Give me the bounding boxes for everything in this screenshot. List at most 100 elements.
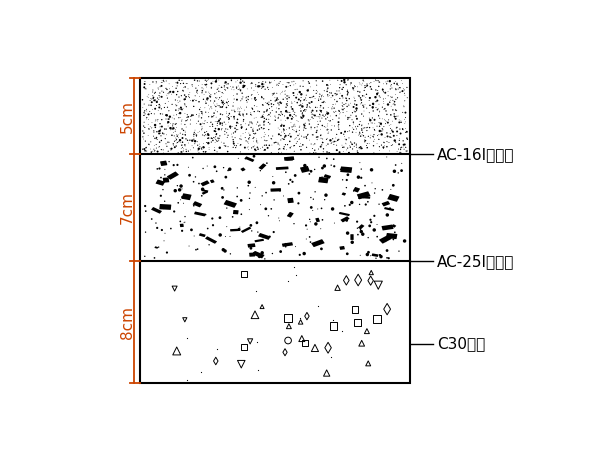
Point bbox=[292, 86, 302, 93]
Point bbox=[395, 126, 404, 133]
Point bbox=[310, 344, 320, 351]
Point bbox=[140, 147, 150, 154]
Point bbox=[206, 119, 215, 126]
Point bbox=[175, 218, 185, 225]
Point bbox=[209, 144, 219, 151]
Point bbox=[179, 200, 188, 207]
Point bbox=[398, 80, 407, 87]
Point bbox=[335, 81, 345, 88]
Point bbox=[371, 86, 381, 94]
Point bbox=[214, 126, 224, 133]
Point bbox=[265, 78, 274, 86]
Point bbox=[308, 94, 317, 101]
Point bbox=[156, 93, 166, 100]
Point bbox=[375, 108, 385, 115]
Point bbox=[182, 148, 191, 155]
Point bbox=[315, 107, 325, 114]
Point bbox=[308, 141, 318, 149]
Point bbox=[214, 85, 223, 92]
Point bbox=[325, 117, 335, 124]
Point bbox=[204, 131, 214, 139]
Point bbox=[170, 144, 179, 151]
Point bbox=[352, 218, 362, 225]
Point bbox=[190, 140, 200, 147]
Point bbox=[148, 106, 157, 113]
Point bbox=[352, 144, 361, 151]
Point bbox=[359, 92, 369, 99]
Point bbox=[337, 328, 347, 335]
Point bbox=[184, 93, 193, 100]
Point bbox=[203, 95, 212, 102]
Point bbox=[208, 137, 218, 144]
Point bbox=[389, 110, 399, 117]
FancyBboxPatch shape bbox=[271, 188, 281, 192]
Point bbox=[143, 132, 153, 139]
Point bbox=[374, 112, 383, 119]
Point bbox=[256, 134, 266, 141]
FancyBboxPatch shape bbox=[379, 235, 392, 243]
Point bbox=[186, 113, 196, 120]
Point bbox=[206, 104, 216, 111]
Point bbox=[395, 119, 404, 126]
Point bbox=[292, 94, 301, 101]
Point bbox=[313, 133, 323, 140]
Point bbox=[198, 185, 208, 193]
Point bbox=[367, 179, 377, 186]
Point bbox=[138, 127, 148, 135]
Point bbox=[274, 82, 283, 89]
Point bbox=[296, 101, 305, 108]
Point bbox=[211, 113, 221, 121]
Point bbox=[150, 122, 160, 129]
Point bbox=[322, 149, 332, 156]
FancyBboxPatch shape bbox=[371, 253, 379, 257]
Point bbox=[155, 127, 165, 134]
Point bbox=[235, 224, 245, 231]
Point bbox=[249, 108, 259, 115]
Point bbox=[172, 91, 181, 98]
Point bbox=[147, 125, 157, 132]
Point bbox=[307, 113, 317, 121]
Point bbox=[180, 102, 190, 109]
Point bbox=[184, 148, 193, 155]
Point bbox=[142, 106, 151, 113]
Point bbox=[181, 93, 191, 100]
Point bbox=[272, 114, 282, 122]
Point bbox=[202, 77, 211, 85]
Point bbox=[311, 220, 320, 228]
Point bbox=[355, 130, 365, 137]
Point bbox=[167, 122, 177, 129]
Point bbox=[332, 142, 341, 149]
Point bbox=[366, 119, 376, 126]
Point bbox=[349, 108, 359, 115]
Point bbox=[400, 120, 410, 127]
Point bbox=[274, 149, 283, 156]
Point bbox=[388, 182, 398, 189]
Point bbox=[314, 145, 323, 153]
Point bbox=[201, 99, 211, 107]
FancyBboxPatch shape bbox=[180, 224, 184, 227]
Point bbox=[198, 131, 208, 138]
Point bbox=[356, 144, 366, 152]
Point bbox=[392, 80, 402, 87]
Point bbox=[281, 108, 291, 115]
Point bbox=[337, 106, 347, 113]
Point bbox=[269, 229, 278, 236]
Point bbox=[157, 158, 167, 166]
Point bbox=[161, 77, 171, 85]
Point bbox=[302, 131, 312, 139]
Point bbox=[212, 131, 221, 138]
Point bbox=[320, 123, 329, 130]
Point bbox=[155, 120, 165, 127]
Point bbox=[353, 83, 362, 90]
Point bbox=[185, 94, 194, 101]
Point bbox=[199, 148, 208, 155]
Point bbox=[400, 92, 410, 99]
Point bbox=[366, 252, 376, 259]
Point bbox=[144, 116, 154, 123]
Point bbox=[362, 328, 372, 335]
Point bbox=[389, 168, 399, 175]
Point bbox=[287, 113, 297, 120]
Point bbox=[240, 107, 250, 114]
Point bbox=[312, 81, 322, 89]
Bar bbox=[140, 78, 410, 154]
